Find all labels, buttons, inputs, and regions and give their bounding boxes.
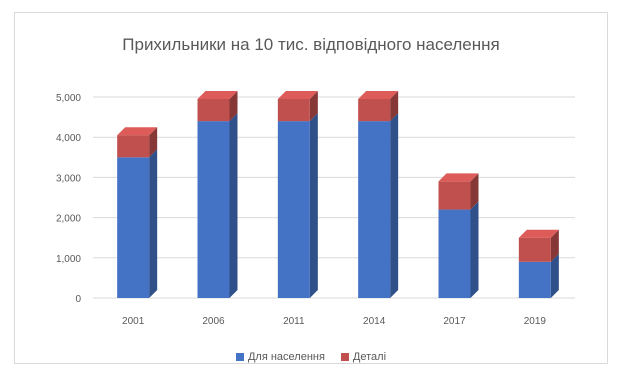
- bar-side: [309, 113, 318, 299]
- legend-item: Для населення: [235, 351, 325, 363]
- bar-side: [550, 229, 559, 262]
- x-tick-label: 2017: [443, 316, 466, 327]
- chart-frame: Прихильники на 10 тис. відповідного насе…: [14, 12, 608, 364]
- y-tick-label: 2,000: [56, 214, 81, 225]
- bar-side: [309, 91, 318, 122]
- bar-top: [438, 173, 479, 182]
- x-tick-label: 2014: [363, 316, 386, 327]
- bar-segment: [358, 99, 391, 122]
- bar-top: [197, 91, 238, 100]
- bar-top: [358, 91, 399, 100]
- bar-segment: [518, 237, 551, 262]
- bar-segment: [277, 121, 310, 299]
- bar-segment: [358, 121, 391, 299]
- y-tick-label: 1,000: [56, 254, 81, 265]
- bar-segment: [117, 135, 150, 158]
- bar-side: [149, 149, 158, 298]
- legend-label: Для населення: [247, 351, 325, 363]
- bar-segment: [197, 99, 230, 122]
- y-tick-label: 5,000: [56, 93, 81, 104]
- legend-item: Деталі: [340, 351, 387, 363]
- legend-label: Деталі: [352, 351, 387, 363]
- legend-swatch: [340, 353, 349, 362]
- bar-segment: [438, 181, 471, 210]
- y-tick-label: 3,000: [56, 173, 81, 184]
- bar-side: [390, 113, 399, 299]
- x-tick-label: 2006: [202, 316, 225, 327]
- bar-top: [117, 127, 158, 136]
- chart-title: Прихильники на 10 тис. відповідного насе…: [122, 35, 500, 54]
- chart-plot-area: 0 1,000 2,000 3,000 4,000 5,000 2001 2006 2011 20…: [56, 91, 575, 327]
- bar-side: [550, 253, 559, 298]
- bar-top: [277, 91, 318, 100]
- bar-segment: [518, 261, 551, 298]
- bar-segment: [117, 157, 150, 298]
- bar-segment: [277, 99, 310, 122]
- bar-segment: [197, 121, 230, 299]
- x-tick-label: 2001: [122, 316, 145, 327]
- bar-side: [229, 91, 238, 122]
- x-tick-label: 2019: [524, 316, 547, 327]
- bar-side: [470, 173, 479, 210]
- bar-side: [149, 127, 158, 158]
- legend-swatch: [235, 353, 244, 362]
- y-tick-label: 0: [75, 294, 81, 305]
- bar-side: [470, 201, 479, 298]
- y-tick-label: 4,000: [56, 133, 81, 144]
- bar-side: [229, 113, 238, 299]
- chart-legend: Для населення Деталі: [15, 351, 607, 363]
- bar-side: [390, 91, 399, 122]
- x-tick-label: 2011: [283, 316, 305, 327]
- bar-segment: [438, 209, 471, 298]
- bar-top: [518, 229, 559, 238]
